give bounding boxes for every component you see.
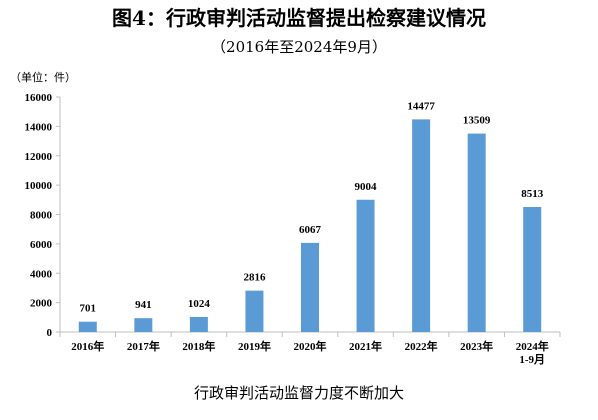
bar [467,133,486,332]
data-label: 2816 [243,272,266,284]
data-label: 6067 [299,224,322,236]
data-label: 8513 [521,188,544,200]
bar [78,321,97,332]
y-tick-label: 10000 [25,180,53,192]
bar [301,242,319,332]
y-tick-label: 4000 [30,268,53,280]
x-tick-label: 2021年 [349,339,382,353]
y-tick-label: 6000 [30,239,53,251]
x-tick-label: 2023年 [460,339,493,353]
chart-title: 图4：行政审判活动监督提出检察建议情况 [112,6,486,30]
chart-caption: 行政审判活动监督力度不断加大 [193,384,404,402]
x-tick-label: 2016年 [71,339,104,353]
data-label: 941 [135,299,152,311]
y-tick-label: 16000 [25,92,53,104]
bar [356,199,375,332]
bar [245,290,264,332]
unit-label: （单位：件） [10,71,76,84]
data-label: 13509 [463,115,491,127]
x-tick-label: 2019年 [238,339,271,353]
data-label: 14477 [407,100,435,112]
y-tick-label: 8000 [30,210,53,222]
x-tick-label: 2017年 [127,339,160,353]
y-tick-label: 14000 [25,121,53,133]
bar [523,206,542,332]
bar [189,316,208,332]
y-tick-label: 0 [47,327,53,339]
bar [412,119,431,332]
bar [134,318,153,332]
x-tick-label: 2020年 [294,339,327,353]
data-label: 9004 [355,181,378,193]
data-label: 701 [80,303,97,315]
x-tick-label: 2024年 1-9月 [516,339,549,366]
x-tick-label: 2022年 [405,339,438,353]
y-tick-label: 2000 [30,298,53,310]
x-tick-label: 2018年 [182,339,215,353]
y-tick-label: 12000 [25,151,53,163]
chart-subtitle: （2016年至2024年9月） [211,38,387,56]
data-label: 1024 [188,298,211,310]
